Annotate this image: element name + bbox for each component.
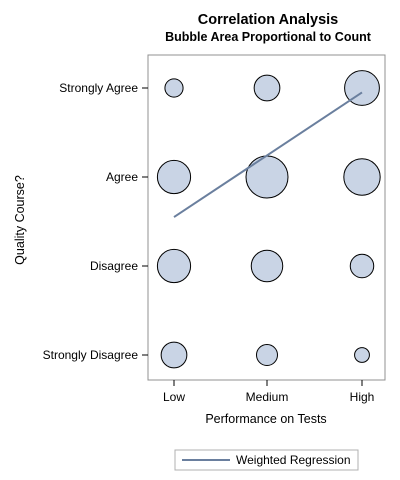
legend-regression-label: Weighted Regression: [236, 453, 351, 467]
x-axis-label: Performance on Tests: [205, 412, 326, 426]
bubble-high-strongly-agree: [344, 70, 380, 106]
bubble-series: [156, 70, 381, 369]
bubble-low-disagree: [156, 248, 192, 284]
bubble-low-strongly-agree: [164, 78, 184, 98]
bubble-high-agree: [343, 158, 381, 196]
y-axis: Strongly Disagree Disagree Agree Strongly A…: [43, 81, 148, 362]
bubble-medium-agree: [245, 155, 289, 199]
regression-series: [173, 91, 363, 218]
legend: Weighted Regression: [174, 449, 359, 471]
bubble-medium-strongly-disagree: [256, 344, 278, 366]
x-tick-label-medium: Medium: [246, 390, 289, 404]
x-tick-label-high: High: [350, 390, 375, 404]
bubble-high-disagree: [349, 253, 375, 279]
bubble-high-strongly-disagree: [354, 347, 370, 363]
bubble-medium-strongly-agree: [253, 74, 281, 102]
plot-area: [147, 54, 386, 381]
bubble-low-agree: [156, 159, 192, 195]
bubble-medium-disagree: [250, 249, 284, 283]
x-axis: Low Medium High: [163, 380, 374, 404]
chart-title: Correlation Analysis: [198, 12, 338, 28]
y-tick-label-disagree: Disagree: [90, 259, 138, 273]
regression-line: [173, 91, 363, 218]
legend-box: [174, 449, 359, 471]
x-tick-label-low: Low: [163, 390, 185, 404]
y-tick-label-strongly-agree: Strongly Agree: [59, 81, 138, 95]
y-tick-label-agree: Agree: [106, 170, 138, 184]
chart-subtitle: Bubble Area Proportional to Count: [165, 30, 372, 44]
y-tick-label-strongly-disagree: Strongly Disagree: [43, 348, 139, 362]
bubble-low-strongly-disagree: [160, 341, 188, 369]
y-axis-label: Quality Course?: [13, 175, 27, 265]
